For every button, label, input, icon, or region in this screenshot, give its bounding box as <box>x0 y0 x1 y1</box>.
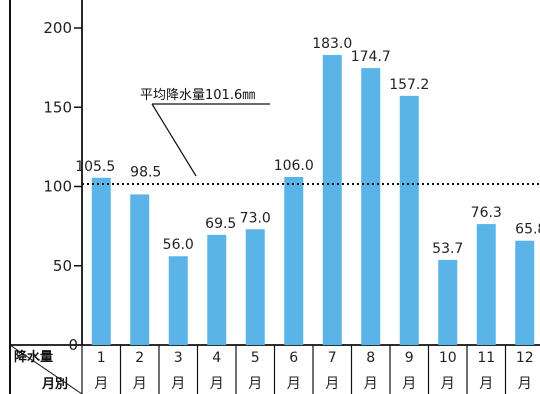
bar-12 <box>515 240 535 345</box>
month-number-8: 8 <box>366 350 375 366</box>
month-unit-4: 月 <box>210 376 224 392</box>
month-number-2: 2 <box>135 350 144 366</box>
value-label-4: 69.5 <box>205 216 236 232</box>
month-labels: 1 月 2 月 3 月 4 月 5 月 6 月 7 月 8 月 9 月 10 月 11 月 12 月 <box>94 350 533 392</box>
value-label-5: 73.0 <box>240 210 271 226</box>
table-row-header: 降水量 <box>14 349 53 365</box>
bar-10 <box>438 259 458 345</box>
y-axis: 0 50 100 150 200 <box>43 0 83 354</box>
value-label-9: 157.2 <box>389 77 429 93</box>
month-unit-9: 月 <box>402 376 416 392</box>
month-number-9: 9 <box>405 350 414 366</box>
value-label-11: 76.3 <box>471 205 502 221</box>
month-unit-12: 月 <box>518 376 532 392</box>
month-unit-5: 月 <box>248 376 262 392</box>
bar-6 <box>284 176 304 345</box>
annotation-pointer <box>151 103 197 177</box>
average-annotation: 平均降水量101.6㎜ <box>140 88 255 103</box>
bar-4 <box>207 234 227 345</box>
month-unit-11: 月 <box>479 376 493 392</box>
month-unit-2: 月 <box>133 376 147 392</box>
month-number-1: 1 <box>97 350 106 366</box>
bar-1 <box>91 177 111 345</box>
month-number-7: 7 <box>328 350 337 366</box>
bars <box>91 54 535 346</box>
month-unit-7: 月 <box>325 376 339 392</box>
value-label-8: 174.7 <box>351 49 391 65</box>
month-unit-10: 月 <box>441 376 455 392</box>
value-label-1: 105.5 <box>75 159 115 175</box>
month-unit-6: 月 <box>287 376 301 392</box>
y-tick-label: 100 <box>43 178 72 196</box>
month-unit-1: 月 <box>94 376 108 392</box>
value-label-2: 98.5 <box>130 164 161 180</box>
table-col-header: 月別 <box>41 377 68 392</box>
value-label-6: 106.0 <box>274 158 314 174</box>
y-tick-label: 150 <box>43 98 72 116</box>
bar-9 <box>399 95 419 345</box>
month-number-5: 5 <box>251 350 260 366</box>
month-number-12: 12 <box>516 350 534 366</box>
bar-5 <box>245 229 265 345</box>
month-unit-3: 月 <box>171 376 185 392</box>
bar-8 <box>361 68 381 346</box>
bar-3 <box>168 256 188 345</box>
value-label-10: 53.7 <box>432 241 463 257</box>
month-number-6: 6 <box>289 350 298 366</box>
average-line-group: 平均降水量101.6㎜ <box>82 88 540 185</box>
bar-2 <box>130 194 150 345</box>
month-number-3: 3 <box>174 350 183 366</box>
month-number-4: 4 <box>212 350 221 366</box>
header-diagonal <box>9 344 83 394</box>
value-label-12: 65.8 <box>515 222 540 238</box>
value-label-3: 56.0 <box>163 237 194 253</box>
y-tick-label: 0 <box>68 336 78 354</box>
y-tick-label: 200 <box>43 19 72 37</box>
month-number-11: 11 <box>477 350 495 366</box>
y-tick-label: 50 <box>53 257 72 275</box>
value-label-7: 183.0 <box>312 36 352 52</box>
month-unit-8: 月 <box>364 376 378 392</box>
bar-11 <box>476 224 496 345</box>
month-number-10: 10 <box>439 350 457 366</box>
bar-7 <box>322 54 342 345</box>
